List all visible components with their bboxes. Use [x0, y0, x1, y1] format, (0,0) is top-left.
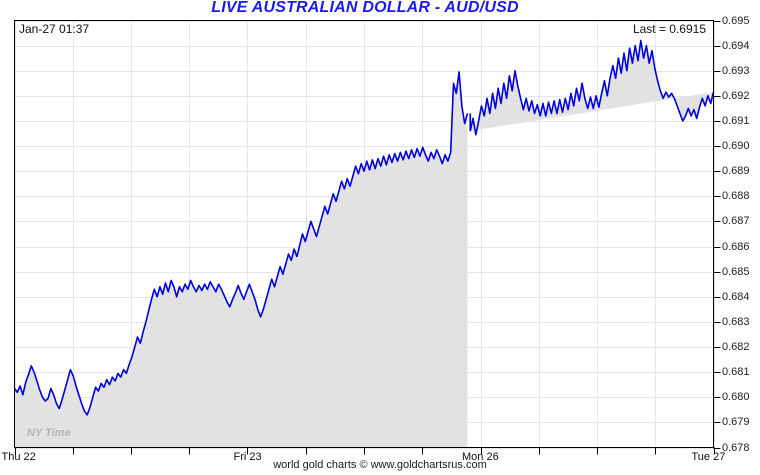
y-axis-label: 0.684: [722, 290, 750, 303]
y-axis-label: 0.689: [722, 165, 750, 178]
y-axis-label: 0.682: [722, 341, 750, 354]
y-axis-label: 0.680: [722, 391, 750, 404]
y-axis-label: 0.695: [722, 14, 750, 27]
y-axis-label: 0.685: [722, 265, 750, 278]
last-price-label: Last = 0.6915: [632, 22, 706, 36]
y-axis-label: 0.694: [722, 39, 750, 52]
series-area-fill: [14, 40, 714, 448]
y-axis-label: 0.691: [722, 114, 750, 127]
y-axis-label: 0.687: [722, 215, 750, 228]
y-axis-label: 0.690: [722, 140, 750, 153]
y-axis-label: 0.693: [722, 64, 750, 77]
x-axis-label: Mon 26: [462, 451, 499, 463]
y-axis-label: 0.692: [722, 89, 750, 102]
footer-credit: world gold charts © www.goldchartsrus.co…: [273, 459, 487, 471]
y-axis-label: 0.678: [722, 441, 750, 454]
y-axis-label: 0.686: [722, 240, 750, 253]
x-axis-label: Thu 22: [1, 451, 36, 463]
series-line-aud-usd: [13, 39, 715, 416]
y-axis-label: 0.688: [722, 190, 750, 203]
timezone-watermark: NY Time: [27, 427, 71, 439]
x-axis-label: Fri 23: [233, 451, 262, 463]
y-axis-label: 0.683: [722, 315, 750, 328]
timestamp-label: Jan-27 01:37: [19, 22, 90, 36]
y-axis-label: 0.681: [722, 366, 750, 379]
y-axis-label: 0.679: [722, 416, 750, 429]
x-axis-label: Tue 27: [691, 451, 726, 463]
page-title: LIVE AUSTRALIAN DOLLAR - AUD/USD: [211, 0, 519, 16]
